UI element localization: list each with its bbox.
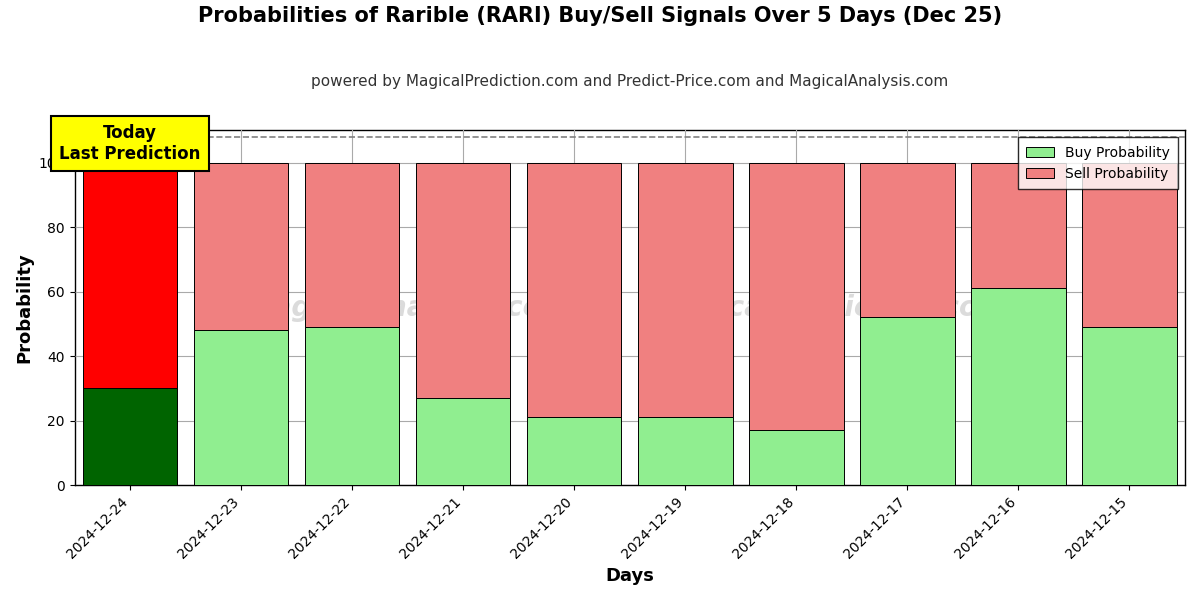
Y-axis label: Probability: Probability <box>16 253 34 363</box>
Bar <box>527 163 622 418</box>
Bar <box>638 418 732 485</box>
Text: Probabilities of Rarible (RARI) Buy/Sell Signals Over 5 Days (Dec 25): Probabilities of Rarible (RARI) Buy/Sell… <box>198 6 1002 26</box>
Bar <box>527 418 622 485</box>
Bar <box>1082 163 1177 327</box>
Bar <box>749 163 844 430</box>
Text: MagicalAnalysis.com: MagicalAnalysis.com <box>245 294 570 322</box>
Bar <box>305 327 400 485</box>
Title: powered by MagicalPrediction.com and Predict-Price.com and MagicalAnalysis.com: powered by MagicalPrediction.com and Pre… <box>311 74 948 89</box>
Bar <box>749 430 844 485</box>
X-axis label: Days: Days <box>605 567 654 585</box>
Bar <box>416 398 510 485</box>
Bar <box>860 163 955 317</box>
Legend: Buy Probability, Sell Probability: Buy Probability, Sell Probability <box>1018 137 1178 189</box>
Bar <box>194 331 288 485</box>
Bar <box>83 388 178 485</box>
Bar <box>83 163 178 388</box>
Bar <box>1082 327 1177 485</box>
Bar <box>416 163 510 398</box>
Bar <box>638 163 732 418</box>
Bar <box>305 163 400 327</box>
Bar <box>971 163 1066 289</box>
Text: MagicalPrediction.com: MagicalPrediction.com <box>652 294 1007 322</box>
Bar <box>860 317 955 485</box>
Bar <box>971 289 1066 485</box>
Bar <box>194 163 288 331</box>
Text: Today
Last Prediction: Today Last Prediction <box>60 124 200 163</box>
